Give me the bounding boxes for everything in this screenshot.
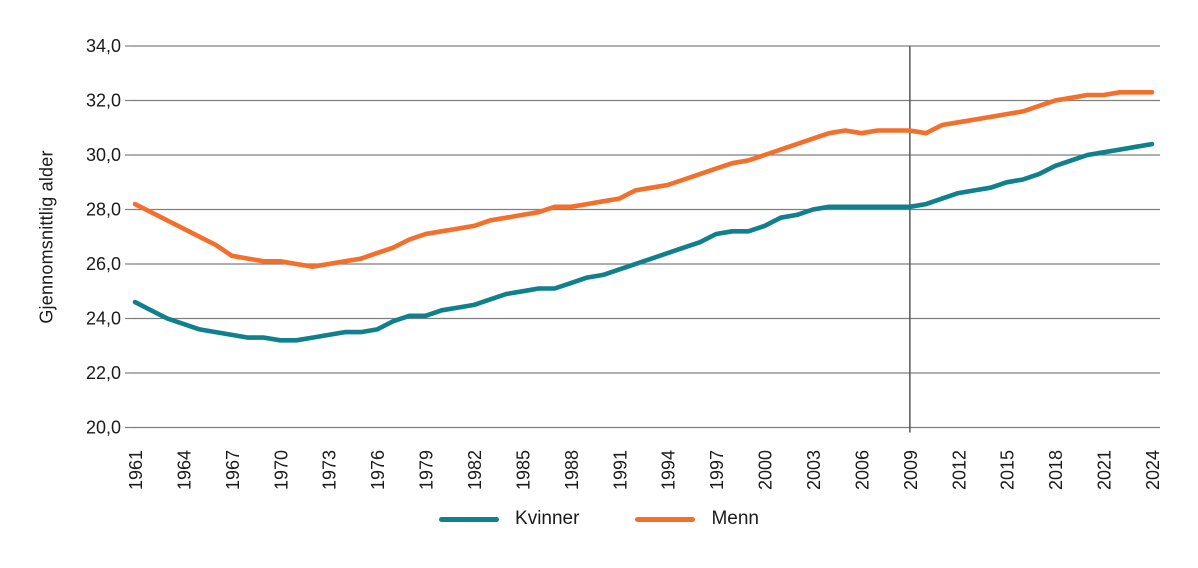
x-tick-label: 1961 bbox=[126, 450, 146, 490]
y-axis-title: Gjennomsnittlig alder bbox=[36, 150, 57, 324]
legend: Kvinner Menn bbox=[0, 508, 1198, 530]
x-tick-label: 2018 bbox=[1046, 450, 1066, 490]
x-tick-label: 1979 bbox=[417, 450, 437, 490]
x-tick-label: 2003 bbox=[804, 450, 824, 490]
legend-item-kvinner: Kvinner bbox=[439, 508, 579, 530]
legend-label-menn: Menn bbox=[711, 508, 759, 529]
x-tick-label: 1964 bbox=[174, 450, 194, 490]
kvinner-line bbox=[132, 141, 1155, 343]
y-tick-label: 24,0 bbox=[86, 309, 121, 329]
y-tick-label: 20,0 bbox=[86, 418, 121, 438]
x-tick-label: 1973 bbox=[320, 450, 340, 490]
menn-line-swatch bbox=[635, 516, 696, 522]
kvinner-line-swatch bbox=[439, 516, 500, 522]
x-tick-label: 2021 bbox=[1095, 450, 1115, 490]
y-tick-label: 34,0 bbox=[86, 36, 121, 56]
x-tick-label: 2012 bbox=[949, 450, 969, 490]
x-tick-label: 2006 bbox=[852, 450, 872, 490]
y-tick-label: 22,0 bbox=[86, 363, 121, 383]
x-tick-label: 2009 bbox=[901, 450, 921, 490]
y-tick-label: 26,0 bbox=[86, 254, 121, 274]
x-tick-label: 1988 bbox=[562, 450, 582, 490]
y-tick-label: 28,0 bbox=[86, 200, 121, 220]
legend-label-kvinner: Kvinner bbox=[515, 508, 580, 529]
x-tick-label: 1967 bbox=[223, 450, 243, 490]
x-tick-label: 1994 bbox=[659, 450, 679, 490]
menn-line bbox=[132, 90, 1155, 270]
x-tick-label: 1985 bbox=[513, 450, 533, 490]
x-tick-label: 1991 bbox=[610, 450, 630, 490]
x-tick-label: 2015 bbox=[998, 450, 1018, 490]
y-tick-label: 30,0 bbox=[86, 145, 121, 165]
legend-item-menn: Menn bbox=[635, 508, 759, 530]
x-tick-label: 1982 bbox=[465, 450, 485, 490]
x-tick-label: 1997 bbox=[707, 450, 727, 490]
x-tick-label: 1970 bbox=[271, 450, 291, 490]
x-tick-label: 2000 bbox=[756, 450, 776, 490]
y-tick-label: 32,0 bbox=[86, 91, 121, 111]
x-tick-label: 2024 bbox=[1143, 450, 1163, 490]
x-tick-label: 1976 bbox=[368, 450, 388, 490]
